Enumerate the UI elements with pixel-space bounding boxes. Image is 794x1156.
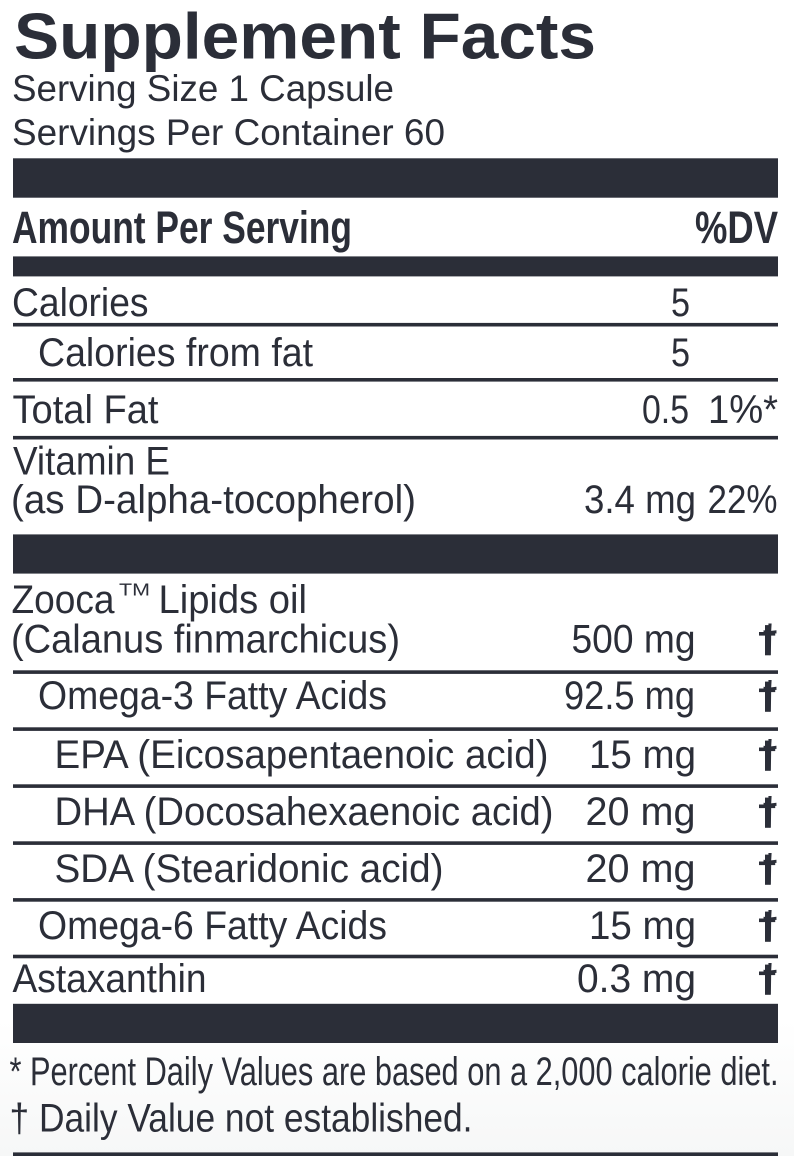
svg-text:15 mg: 15 mg	[589, 733, 696, 777]
svg-text:SDA (Stearidonic acid): SDA (Stearidonic acid)	[55, 847, 444, 891]
svg-text:EPA (Eicosapentaenoic acid): EPA (Eicosapentaenoic acid)	[55, 733, 549, 777]
svg-text:0.5: 0.5	[642, 388, 689, 432]
svg-text:5: 5	[671, 331, 690, 375]
svg-text:†: †	[762, 904, 779, 948]
svg-text:Omega-6 Fatty Acids: Omega-6 Fatty Acids	[38, 904, 387, 948]
svg-text:†: †	[762, 847, 779, 891]
svg-text:† Daily Value not established.: † Daily Value not established.	[10, 1097, 473, 1141]
svg-text:†: †	[762, 790, 779, 834]
svg-text:Omega-3 Fatty Acids: Omega-3 Fatty Acids	[38, 674, 387, 718]
svg-text:Serving Size 1 Capsule: Serving Size 1 Capsule	[12, 68, 394, 109]
svg-text:20 mg: 20 mg	[586, 790, 696, 834]
svg-text:Total Fat: Total Fat	[13, 388, 159, 432]
svg-text:Servings Per Container 60: Servings Per Container 60	[12, 112, 445, 153]
svg-text:(Calanus finmarchicus): (Calanus finmarchicus)	[11, 618, 400, 662]
svg-text:Lipids oil: Lipids oil	[159, 578, 308, 622]
svg-text:†: †	[762, 618, 779, 662]
svg-text:(as D-alpha-tocopherol): (as D-alpha-tocopherol)	[11, 478, 416, 522]
svg-text:Amount Per Serving: Amount Per Serving	[12, 202, 352, 253]
svg-text:Supplement Facts: Supplement Facts	[14, 0, 596, 73]
svg-text:%DV: %DV	[695, 202, 778, 253]
svg-text:†: †	[762, 733, 779, 777]
svg-text:TM: TM	[119, 580, 150, 600]
svg-text:Vitamin E: Vitamin E	[13, 440, 170, 484]
svg-text:DHA (Docosahexaenoic acid): DHA (Docosahexaenoic acid)	[55, 790, 554, 834]
svg-text:500 mg: 500 mg	[572, 618, 696, 662]
svg-text:92.5 mg: 92.5 mg	[564, 674, 695, 718]
svg-text:1%*: 1%*	[708, 388, 778, 432]
svg-text:†: †	[762, 957, 779, 1001]
svg-text:Astaxanthin: Astaxanthin	[13, 957, 207, 1001]
svg-text:Zooca: Zooca	[12, 578, 116, 622]
svg-text:15 mg: 15 mg	[589, 904, 696, 948]
svg-text:20 mg: 20 mg	[586, 847, 696, 891]
svg-text:* Percent Daily Values are bas: * Percent Daily Values are based on a 2,…	[10, 1050, 779, 1094]
svg-text:Calories from fat: Calories from fat	[38, 331, 313, 375]
svg-text:22%: 22%	[708, 478, 778, 522]
svg-text:Calories: Calories	[12, 281, 149, 325]
svg-text:0.3 mg: 0.3 mg	[577, 957, 696, 1001]
svg-text:3.4 mg: 3.4 mg	[584, 478, 696, 522]
svg-text:5: 5	[671, 281, 690, 325]
svg-text:†: †	[762, 674, 779, 718]
